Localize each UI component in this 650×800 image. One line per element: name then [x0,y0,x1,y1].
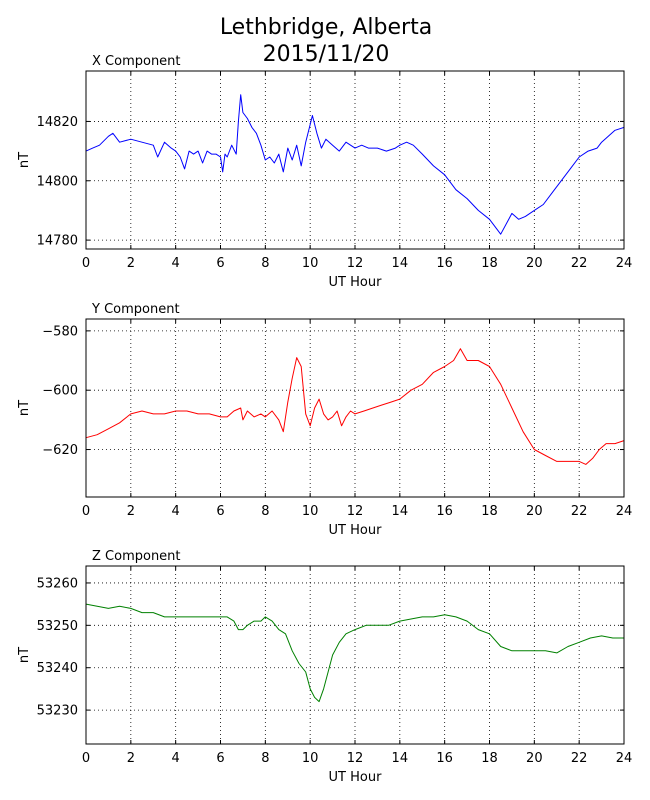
figure-title-line2: 2015/11/20 [263,42,390,67]
z-component-xtick-label: 16 [436,751,453,766]
y-component-series-line [85,348,625,465]
z-component-xtick-label: 20 [526,751,543,766]
x-component-ytick-label: 14820 [37,115,78,130]
y-component-xtick-label: 16 [436,504,453,519]
z-component-xtick-label: 2 [127,751,135,766]
x-component-xtick-label: 12 [347,256,364,271]
z-component-xtick-label: 12 [347,751,364,766]
y-component-ytick-label: −620 [42,443,78,458]
z-component-xtick-label: 24 [616,751,633,766]
x-component-xtick-label: 0 [82,256,90,271]
x-component-series-line [85,94,625,235]
z-component-ytick-label: 53240 [37,661,78,676]
z-component-title: Z Component [92,549,181,564]
y-component-xtick-label: 4 [172,504,180,519]
x-component-ytick-label: 14800 [37,174,78,189]
y-component-xtick-label: 8 [261,504,269,519]
y-component-xtick-label: 18 [481,504,498,519]
x-component-xtick-label: 14 [392,256,409,271]
x-component-xtick-label: 6 [216,256,224,271]
x-component-xtick-label: 18 [481,256,498,271]
x-component-xtick-label: 20 [526,256,543,271]
z-component-xtick-label: 18 [481,751,498,766]
z-component-ytick-label: 53230 [37,704,78,719]
x-component-xtick-label: 4 [172,256,180,271]
y-component-title: Y Component [91,302,180,317]
y-component-xtick-label: 24 [616,504,633,519]
z-component-xtick-label: 4 [172,751,180,766]
y-component-xlabel: UT Hour [329,523,383,538]
z-component-xtick-label: 6 [216,751,224,766]
z-component-xlabel: UT Hour [329,770,383,785]
z-component-series-line [85,603,624,703]
y-component-xtick-label: 14 [392,504,409,519]
z-component-xtick-label: 14 [392,751,409,766]
y-component-xtick-label: 0 [82,504,90,519]
y-component-xtick-label: 2 [127,504,135,519]
z-component-xtick-label: 10 [302,751,319,766]
y-component-ytick-label: −580 [42,324,78,339]
y-component-xtick-label: 10 [302,504,319,519]
z-component-xtick-label: 0 [82,751,90,766]
x-component-xtick-label: 8 [261,256,269,271]
x-component-xtick-label: 10 [302,256,319,271]
z-component-ytick-label: 53260 [37,576,78,591]
figure-title-line1: Lethbridge, Alberta [220,15,432,40]
x-component-xtick-label: 2 [127,256,135,271]
x-component-xtick-label: 24 [616,256,633,271]
y-component-xtick-label: 12 [347,504,364,519]
x-component-ytick-label: 14780 [37,234,78,249]
x-component-ylabel: nT [17,152,32,168]
x-component-xtick-label: 22 [571,256,588,271]
y-component-xtick-label: 22 [571,504,588,519]
y-component-ytick-label: −600 [42,384,78,399]
x-component-xtick-label: 16 [436,256,453,271]
x-component-xlabel: UT Hour [329,275,383,290]
y-component-xtick-label: 20 [526,504,543,519]
y-component-ylabel: nT [17,400,32,416]
z-component-xtick-label: 22 [571,751,588,766]
z-component-xtick-label: 8 [261,751,269,766]
z-component-ytick-label: 53250 [37,619,78,634]
x-component-title: X Component [92,54,181,69]
z-component-ylabel: nT [17,647,32,663]
y-component-xtick-label: 6 [216,504,224,519]
